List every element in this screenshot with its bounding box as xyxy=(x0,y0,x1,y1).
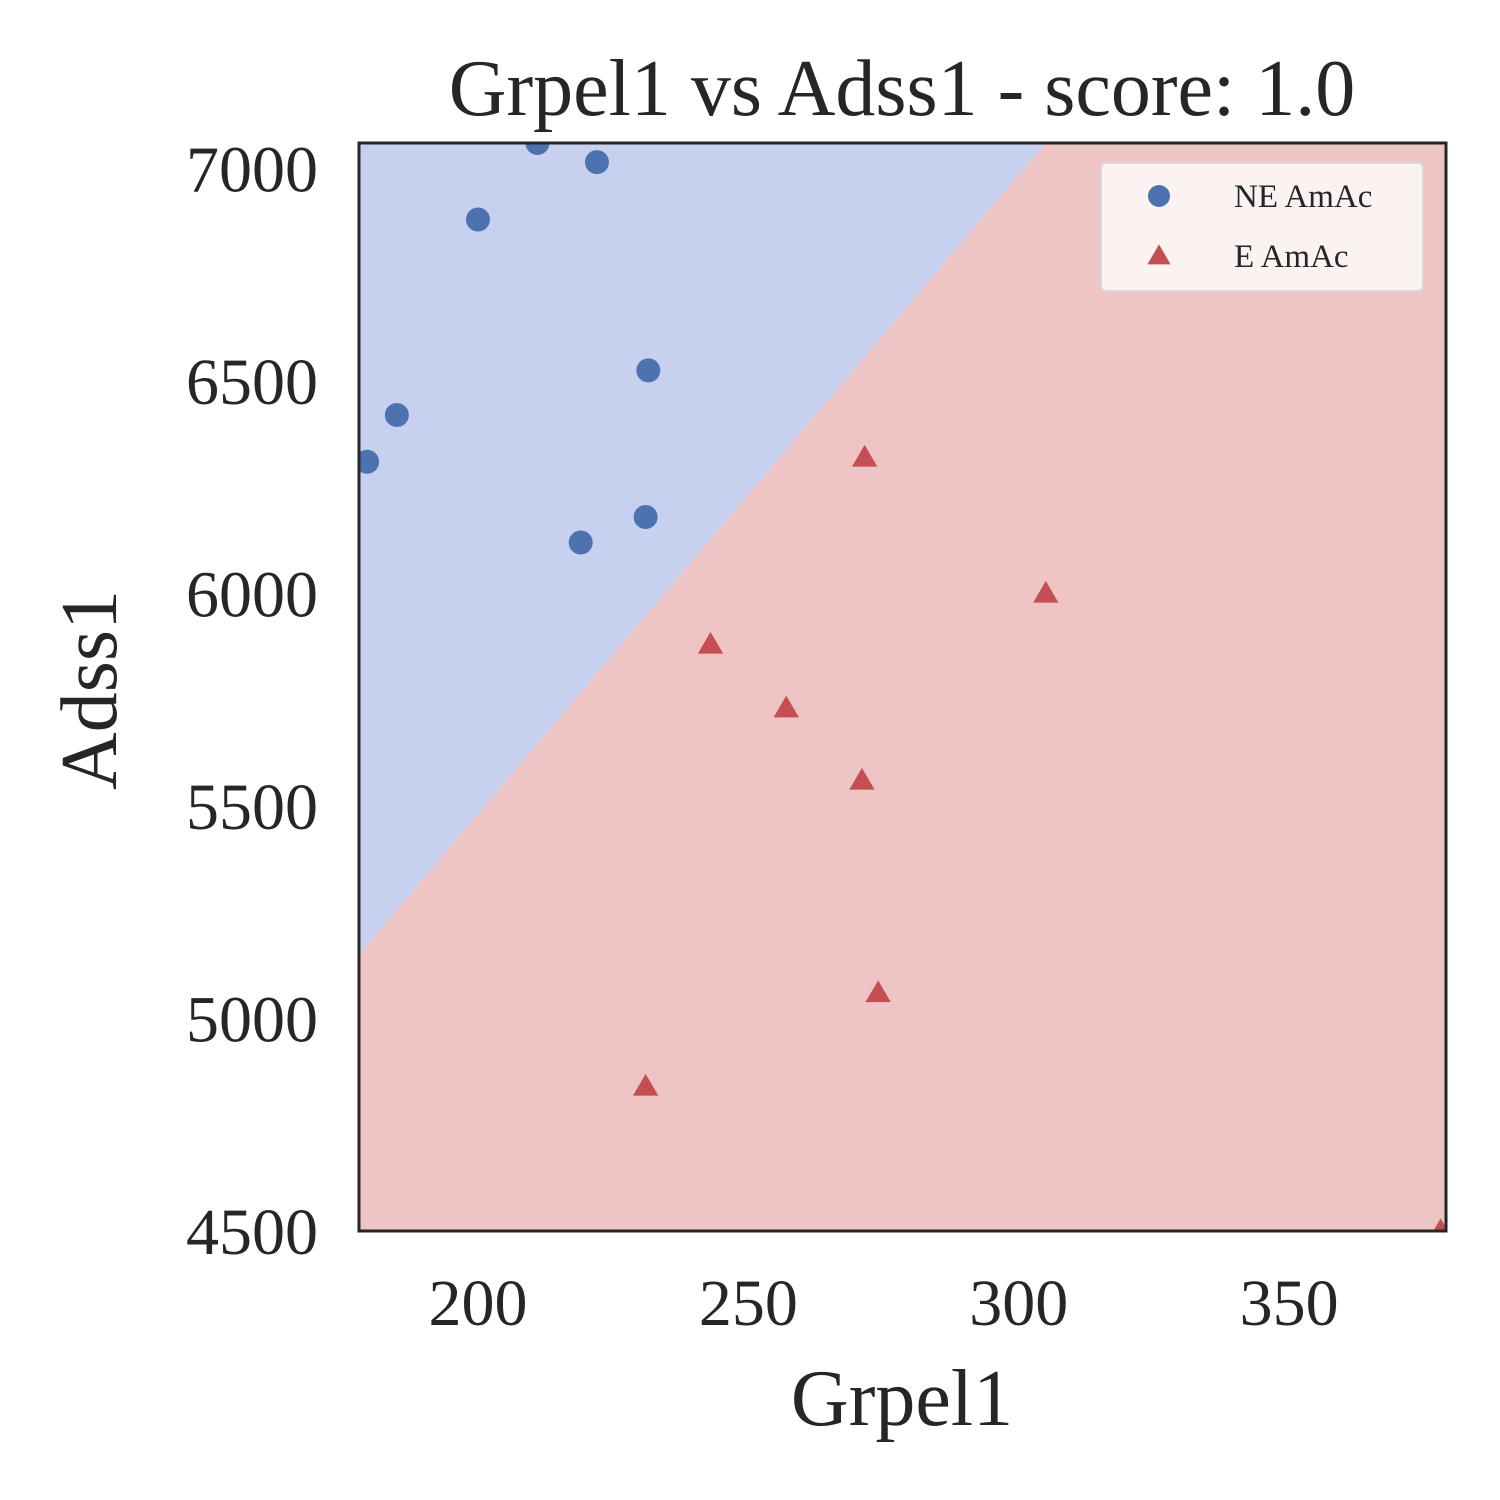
data-point-e-amac xyxy=(851,444,878,467)
data-point-ne-amac xyxy=(359,449,380,474)
decision-region-e-amac xyxy=(359,143,1446,1231)
x-axis-ticks: 200 250 300 350 xyxy=(428,1267,1338,1340)
data-point-ne-amac xyxy=(633,505,658,529)
x-tick-label: 200 xyxy=(428,1267,527,1340)
legend-label: NE AmAc xyxy=(1234,179,1372,215)
data-point-e-amac xyxy=(1433,1218,1446,1231)
y-tick-label: 5000 xyxy=(186,984,318,1057)
legend: NE AmAc E AmAc xyxy=(1100,162,1424,292)
data-point-ne-amac xyxy=(568,530,593,555)
data-point-ne-amac xyxy=(584,150,609,175)
data-point-ne-amac xyxy=(525,143,550,155)
chart-title: Grpel1 vs Adss1 - score: 1.0 xyxy=(449,45,1356,133)
plot-frame xyxy=(357,141,1448,1233)
y-tick-label: 4500 xyxy=(186,1196,318,1269)
x-axis-label: Grpel1 xyxy=(791,1355,1013,1443)
y-tick-label: 7000 xyxy=(186,134,318,207)
data-point-e-amac xyxy=(1033,580,1059,603)
legend-label: E AmAc xyxy=(1234,239,1349,275)
data-point-ne-amac xyxy=(384,403,409,427)
data-point-e-amac xyxy=(632,1073,659,1096)
x-tick-label: 250 xyxy=(699,1267,798,1340)
y-tick-label: 6000 xyxy=(186,559,318,632)
data-point-ne-amac xyxy=(465,207,490,232)
y-axis-ticks: 4500 5000 5500 6000 6500 7000 xyxy=(186,134,318,1270)
data-point-e-amac xyxy=(849,767,875,790)
y-axis-label: Adss1 xyxy=(46,590,134,790)
legend-triangle-marker xyxy=(1147,244,1171,265)
x-tick-label: 300 xyxy=(969,1267,1068,1340)
data-point-ne-amac xyxy=(636,358,661,383)
y-tick-label: 6500 xyxy=(186,346,318,419)
legend-circle-marker xyxy=(1148,185,1170,207)
data-point-e-amac xyxy=(697,631,724,654)
plot-area xyxy=(357,141,1448,1233)
data-point-e-amac xyxy=(773,695,799,718)
x-tick-label: 350 xyxy=(1240,1267,1339,1340)
data-point-e-amac xyxy=(865,980,891,1003)
data-points xyxy=(359,143,1446,1231)
legend-box xyxy=(1100,162,1424,292)
y-tick-label: 5500 xyxy=(186,771,318,844)
